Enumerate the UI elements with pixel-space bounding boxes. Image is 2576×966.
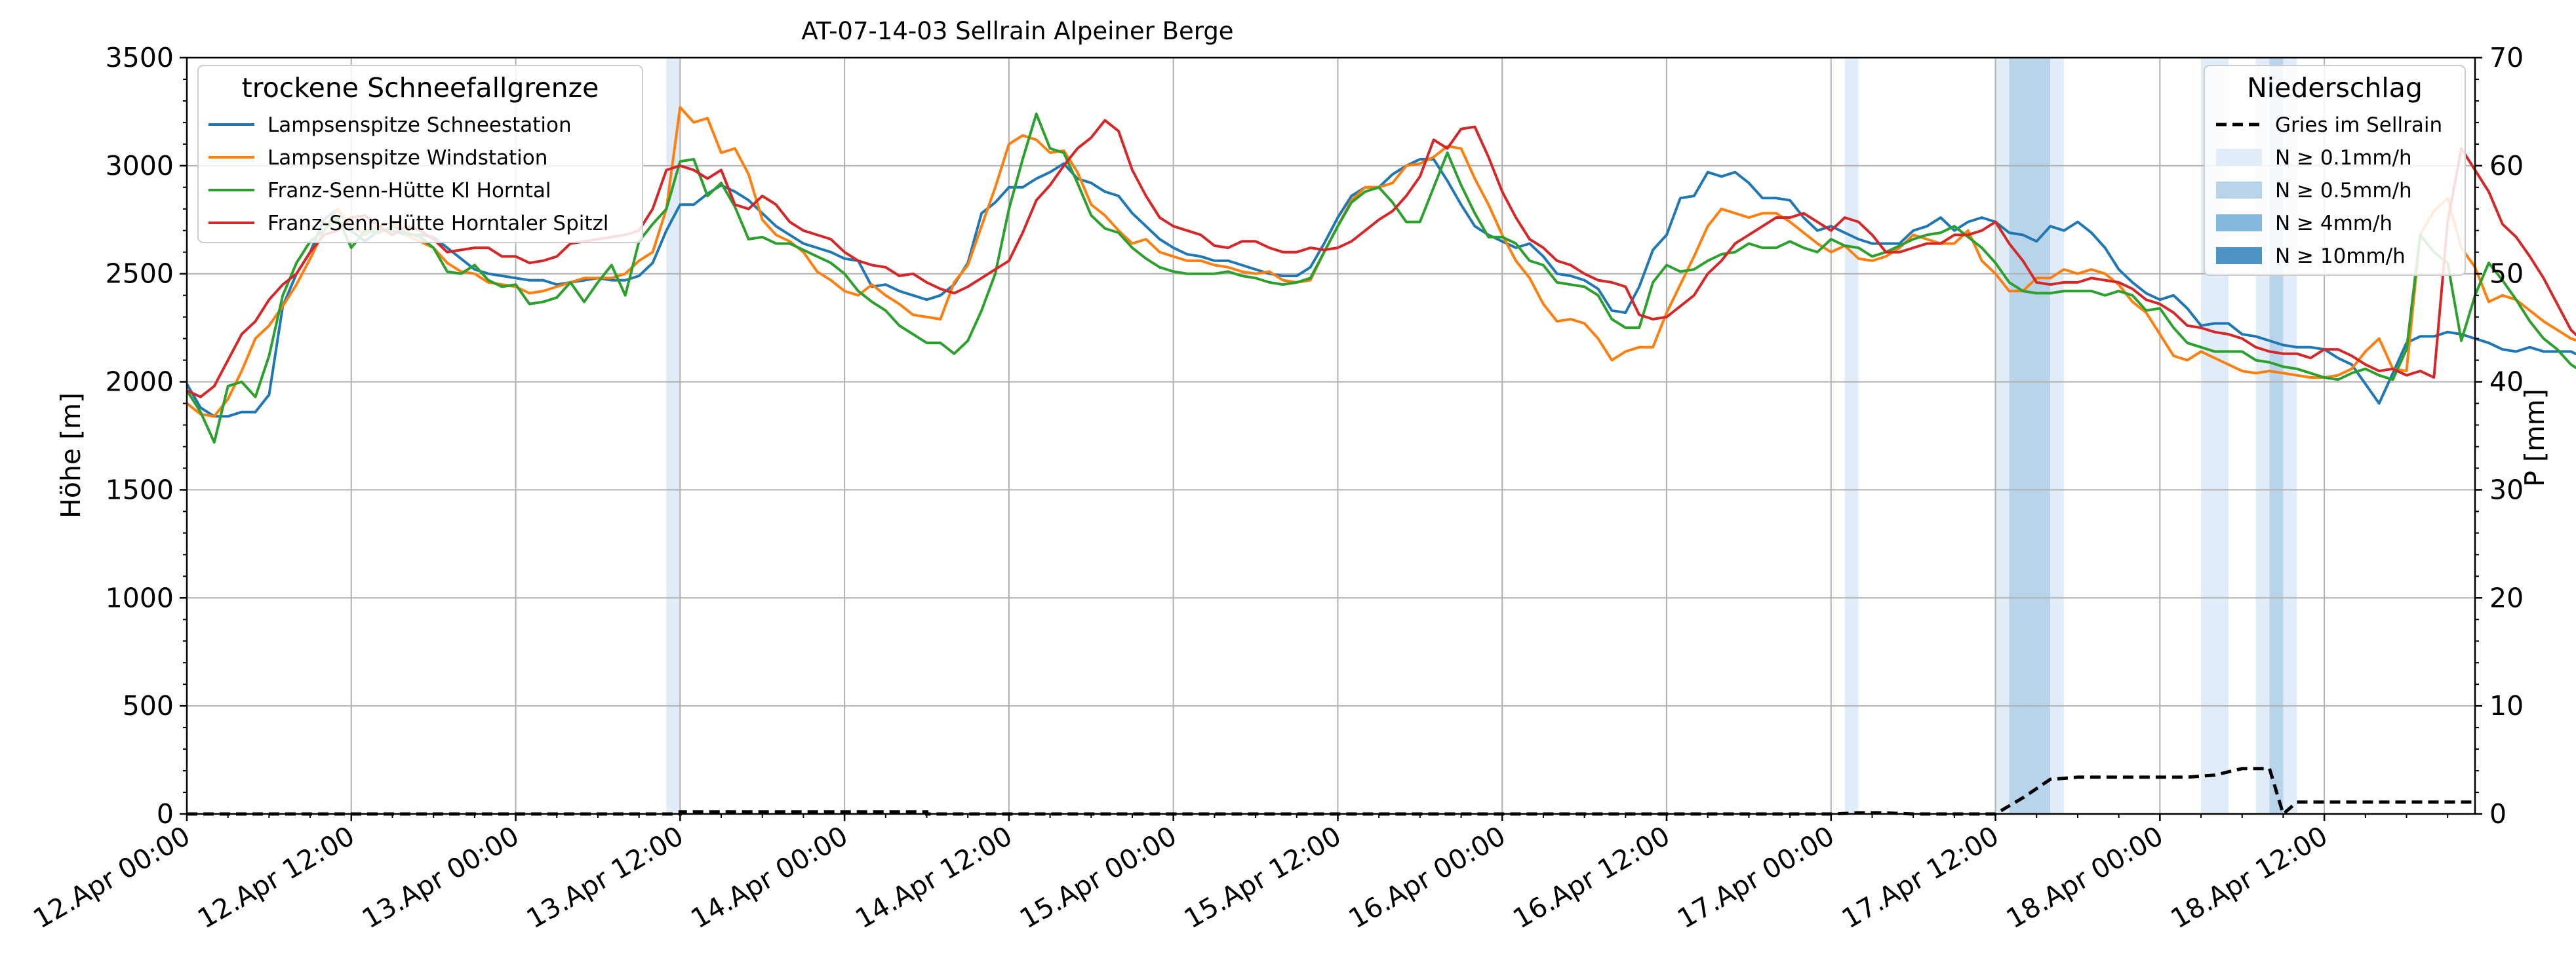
legend-title: trockene Schneefallgrenze (242, 72, 599, 104)
y-tick-label: 3000 (106, 150, 174, 182)
legend-label: N ≥ 0.1mm/h (2275, 146, 2412, 170)
legend-swatch (2216, 214, 2262, 231)
y-tick-label: 2000 (106, 366, 174, 398)
y-tick-label: 1500 (106, 474, 174, 505)
legend-swatch (2216, 247, 2262, 264)
legend-box (2204, 65, 2466, 276)
y2-tick-label: 50 (2489, 258, 2524, 290)
y-tick-label: 1000 (106, 582, 174, 613)
y2-tick-label: 70 (2489, 42, 2524, 73)
legend-label: N ≥ 0.5mm/h (2275, 179, 2412, 203)
y-tick-label: 500 (123, 690, 174, 722)
legend-swatch (2216, 149, 2262, 166)
y2-tick-label: 30 (2489, 474, 2524, 505)
legend-label: N ≥ 10mm/h (2275, 244, 2406, 268)
precip-line (187, 767, 2475, 817)
precip-band (1844, 58, 1859, 814)
y-tick-label: 2500 (106, 258, 174, 290)
legend-precip: Niederschlag Gries im Sellrain N ≥ 0.1mm/h… (2204, 65, 2466, 276)
series-line (186, 112, 2576, 444)
y2-tick-label: 20 (2489, 582, 2524, 613)
series-line (186, 106, 2576, 418)
legend-box (197, 65, 643, 243)
plot-frame (186, 56, 2476, 815)
precip-band (666, 58, 681, 814)
y2-tick-label: 40 (2489, 366, 2524, 398)
legend-label: Gries im Sellrain (2275, 113, 2442, 137)
y2-tick-label: 60 (2489, 150, 2524, 182)
legend-label: Lampsenspitze Schneestation (268, 113, 572, 137)
y-tick-label: 3500 (106, 42, 174, 73)
y-axis-label: Höhe [m] (55, 393, 87, 518)
legend-label: N ≥ 4mm/h (2275, 212, 2392, 235)
precip-band (2009, 58, 2051, 814)
legend-label: Franz-Senn-Hütte Horntaler Spitzl (268, 212, 608, 235)
legend-label: Lampsenspitze Windstation (268, 146, 547, 170)
y2-tick-label: 0 (2489, 798, 2507, 830)
legend-swatch (2216, 182, 2262, 199)
legend-title: Niederschlag (2247, 72, 2423, 104)
y2-axis-label: P [mm] (2519, 389, 2550, 487)
precip-band (1995, 58, 2010, 814)
legend-snowline: trockene Schneefallgrenze Lampsenspitze S… (197, 65, 643, 243)
legend-label: Franz-Senn-Hütte Kl Horntal (268, 179, 551, 203)
precip-band (2050, 58, 2065, 814)
y2-tick-label: 10 (2489, 690, 2524, 722)
chart-title: AT-07-14-03 Sellrain Alpeiner Berge (801, 17, 1233, 45)
y-tick-label: 0 (157, 798, 174, 830)
